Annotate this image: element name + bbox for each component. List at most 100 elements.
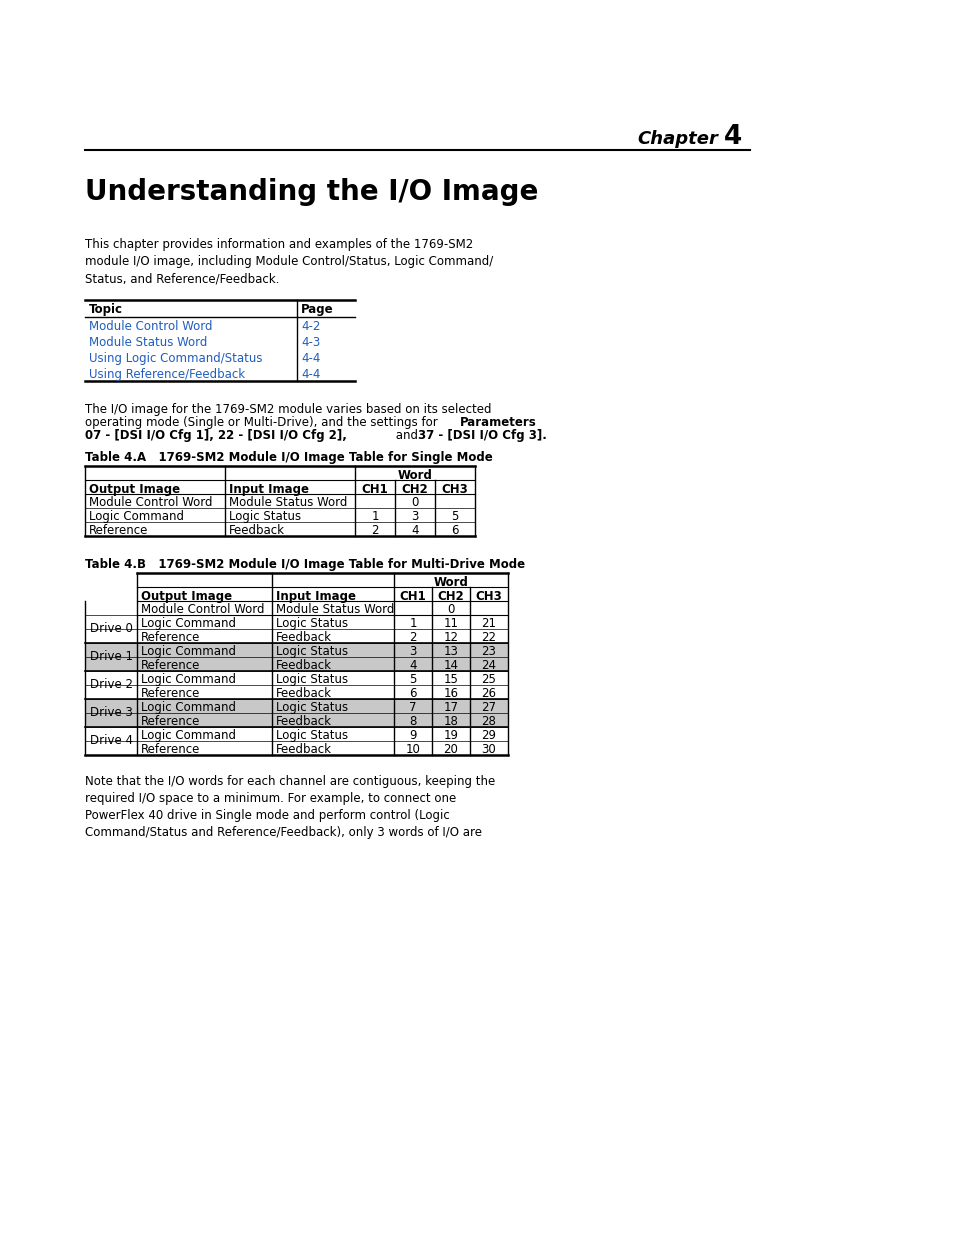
- Text: 6: 6: [451, 524, 458, 537]
- Text: Logic Command: Logic Command: [141, 645, 235, 658]
- Bar: [85, 643, 507, 657]
- Text: 07 - [DSI I/O Cfg 1], 22 - [DSI I/O Cfg 2],: 07 - [DSI I/O Cfg 1], 22 - [DSI I/O Cfg …: [85, 429, 347, 442]
- Text: Module Status Word: Module Status Word: [275, 603, 394, 616]
- Text: Using Logic Command/Status: Using Logic Command/Status: [89, 352, 262, 366]
- Text: CH2: CH2: [401, 483, 428, 496]
- Text: Feedback: Feedback: [275, 715, 332, 727]
- Text: Module Status Word: Module Status Word: [229, 496, 347, 509]
- Text: 17: 17: [443, 701, 458, 714]
- Text: Logic Status: Logic Status: [275, 729, 348, 742]
- Text: 15: 15: [443, 673, 458, 685]
- Text: Module Control Word: Module Control Word: [89, 320, 213, 333]
- Bar: [85, 713, 507, 727]
- Text: 24: 24: [481, 659, 496, 672]
- Text: operating mode (Single or Multi-Drive), and the settings for: operating mode (Single or Multi-Drive), …: [85, 416, 441, 429]
- Text: CH3: CH3: [476, 590, 502, 603]
- Text: Logic Command: Logic Command: [141, 701, 235, 714]
- Text: 19: 19: [443, 729, 458, 742]
- Text: 20: 20: [443, 743, 458, 756]
- Text: Module Control Word: Module Control Word: [89, 496, 213, 509]
- Text: Reference: Reference: [89, 524, 149, 537]
- Text: 14: 14: [443, 659, 458, 672]
- Text: 0: 0: [411, 496, 418, 509]
- Text: 22: 22: [481, 631, 496, 643]
- Text: This chapter provides information and examples of the 1769-SM2
module I/O image,: This chapter provides information and ex…: [85, 238, 493, 285]
- Text: Logic Command: Logic Command: [141, 673, 235, 685]
- Text: and: and: [392, 429, 421, 442]
- Text: 28: 28: [481, 715, 496, 727]
- Text: 12: 12: [443, 631, 458, 643]
- Text: Logic Status: Logic Status: [275, 701, 348, 714]
- Text: Logic Status: Logic Status: [275, 673, 348, 685]
- Text: CH1: CH1: [399, 590, 426, 603]
- Text: 3: 3: [409, 645, 416, 658]
- Text: 5: 5: [451, 510, 458, 522]
- Text: Reference: Reference: [141, 631, 200, 643]
- Bar: [85, 699, 507, 713]
- Text: Feedback: Feedback: [275, 743, 332, 756]
- Text: Table 4.A   1769-SM2 Module I/O Image Table for Single Mode: Table 4.A 1769-SM2 Module I/O Image Tabl…: [85, 451, 493, 464]
- Text: Logic Status: Logic Status: [229, 510, 301, 522]
- Text: Table 4.B   1769-SM2 Module I/O Image Table for Multi-Drive Mode: Table 4.B 1769-SM2 Module I/O Image Tabl…: [85, 558, 524, 571]
- Text: 23: 23: [481, 645, 496, 658]
- Text: Output Image: Output Image: [141, 590, 232, 603]
- Text: 4-4: 4-4: [301, 352, 320, 366]
- Text: Feedback: Feedback: [275, 659, 332, 672]
- Text: 26: 26: [481, 687, 496, 700]
- Text: 30: 30: [481, 743, 496, 756]
- Text: 7: 7: [409, 701, 416, 714]
- Text: Parameters: Parameters: [459, 416, 537, 429]
- Text: Logic Status: Logic Status: [275, 618, 348, 630]
- Text: 4-3: 4-3: [301, 336, 320, 350]
- Text: Reference: Reference: [141, 687, 200, 700]
- Text: Logic Command: Logic Command: [141, 618, 235, 630]
- Text: Drive 3: Drive 3: [90, 706, 132, 720]
- Text: Feedback: Feedback: [229, 524, 285, 537]
- Text: 9: 9: [409, 729, 416, 742]
- Text: Input Image: Input Image: [275, 590, 355, 603]
- Text: Logic Command: Logic Command: [89, 510, 184, 522]
- Text: 11: 11: [443, 618, 458, 630]
- Text: Feedback: Feedback: [275, 631, 332, 643]
- Text: Reference: Reference: [141, 659, 200, 672]
- Text: 5: 5: [409, 673, 416, 685]
- Text: Drive 0: Drive 0: [90, 622, 132, 636]
- Text: The I/O image for the 1769-SM2 module varies based on its selected: The I/O image for the 1769-SM2 module va…: [85, 403, 491, 416]
- Text: Logic Command: Logic Command: [141, 729, 235, 742]
- Text: Topic: Topic: [89, 303, 123, 316]
- Text: Reference: Reference: [141, 715, 200, 727]
- Text: Input Image: Input Image: [229, 483, 309, 496]
- Text: 13: 13: [443, 645, 458, 658]
- Text: CH1: CH1: [361, 483, 388, 496]
- Text: 4-2: 4-2: [301, 320, 320, 333]
- Text: Drive 1: Drive 1: [90, 651, 132, 663]
- Text: 29: 29: [481, 729, 496, 742]
- Text: Reference: Reference: [141, 743, 200, 756]
- Bar: [85, 657, 507, 671]
- Text: Drive 2: Drive 2: [90, 678, 132, 692]
- Text: 21: 21: [481, 618, 496, 630]
- Text: Feedback: Feedback: [275, 687, 332, 700]
- Text: Chapter: Chapter: [637, 130, 718, 148]
- Text: CH3: CH3: [441, 483, 468, 496]
- Text: Using Reference/Feedback: Using Reference/Feedback: [89, 368, 245, 382]
- Text: 4: 4: [411, 524, 418, 537]
- Text: 1: 1: [371, 510, 378, 522]
- Text: 25: 25: [481, 673, 496, 685]
- Text: 4: 4: [409, 659, 416, 672]
- Text: 2: 2: [409, 631, 416, 643]
- Text: 4-4: 4-4: [301, 368, 320, 382]
- Text: 4: 4: [723, 124, 741, 149]
- Text: Drive 4: Drive 4: [90, 735, 132, 747]
- Text: 27: 27: [481, 701, 496, 714]
- Text: 10: 10: [405, 743, 420, 756]
- Text: Understanding the I/O Image: Understanding the I/O Image: [85, 178, 537, 206]
- Text: 37 - [DSI I/O Cfg 3].: 37 - [DSI I/O Cfg 3].: [417, 429, 546, 442]
- Text: 1: 1: [409, 618, 416, 630]
- Text: Note that the I/O words for each channel are contiguous, keeping the
required I/: Note that the I/O words for each channel…: [85, 776, 495, 839]
- Text: Logic Status: Logic Status: [275, 645, 348, 658]
- Text: 18: 18: [443, 715, 458, 727]
- Text: 16: 16: [443, 687, 458, 700]
- Text: Page: Page: [301, 303, 334, 316]
- Text: CH2: CH2: [437, 590, 464, 603]
